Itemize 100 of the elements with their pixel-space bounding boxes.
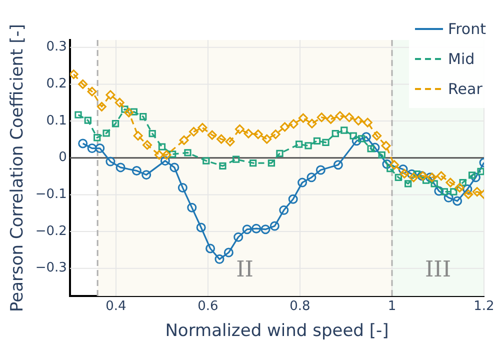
point (196, 222, 206, 232)
point (298, 113, 308, 123)
legend-label: Rear (448, 80, 482, 98)
point (188, 126, 198, 136)
x-tick-label: 0.4 (106, 299, 126, 314)
point (352, 136, 362, 146)
point (170, 162, 180, 172)
point (268, 159, 276, 167)
point (114, 98, 124, 108)
point (260, 224, 270, 234)
point (252, 224, 262, 234)
point (477, 168, 484, 176)
point (160, 156, 170, 166)
point (178, 182, 188, 192)
point (216, 134, 226, 144)
point (367, 145, 374, 152)
point (436, 171, 446, 181)
point (207, 130, 217, 140)
point (422, 176, 430, 184)
point (270, 221, 280, 231)
point (362, 118, 372, 128)
point (350, 132, 357, 140)
point (142, 170, 152, 180)
point (87, 86, 97, 96)
point (224, 248, 234, 258)
point (452, 196, 462, 206)
point (444, 192, 454, 202)
x-tick-label: 1 (388, 299, 396, 314)
point (112, 120, 120, 128)
point (187, 202, 197, 212)
point (234, 124, 244, 134)
point (244, 128, 254, 138)
point (400, 168, 410, 178)
y-tick-label: −0.3 (35, 260, 67, 276)
point (306, 172, 316, 182)
y-tick-label: −0.2 (35, 224, 67, 239)
point (78, 138, 88, 148)
point (158, 143, 166, 150)
point (95, 144, 105, 154)
point (394, 174, 402, 181)
point (316, 112, 326, 122)
point (87, 144, 97, 154)
point (162, 150, 172, 160)
point (307, 118, 317, 128)
point (140, 113, 147, 120)
y-tick-label: 0.2 (46, 76, 67, 92)
point (253, 130, 263, 140)
point (102, 130, 110, 137)
band-label: II (236, 258, 254, 283)
point (404, 180, 412, 188)
point (322, 138, 330, 146)
point (142, 140, 152, 150)
point (472, 187, 482, 197)
point (313, 137, 321, 145)
point (304, 142, 312, 150)
point (335, 111, 345, 121)
point (154, 150, 164, 160)
point (94, 134, 101, 142)
x-tick-label: 0.6 (198, 299, 218, 314)
point (132, 166, 142, 176)
point (206, 244, 216, 254)
point (386, 164, 394, 172)
point (298, 178, 308, 188)
point (168, 150, 176, 158)
point (381, 140, 391, 150)
point (133, 131, 143, 141)
point (106, 156, 116, 166)
point (398, 164, 408, 174)
point (214, 254, 224, 264)
point (70, 70, 78, 80)
point (332, 130, 339, 138)
point (219, 162, 226, 170)
point (262, 134, 272, 144)
point (279, 205, 289, 215)
point (372, 131, 382, 141)
point (390, 160, 400, 170)
point (462, 184, 472, 194)
point (184, 149, 192, 156)
point (280, 122, 290, 132)
point (470, 172, 480, 182)
band-label: III (424, 258, 452, 283)
point (382, 159, 392, 169)
point (440, 188, 448, 196)
point (288, 119, 298, 129)
point (430, 180, 438, 188)
y-tick-label: 0.3 (46, 40, 67, 55)
point (74, 111, 82, 118)
x-axis-title: Normalized wind speed [-] (165, 321, 389, 342)
point (344, 112, 354, 122)
x-tick-label: 1.2 (474, 299, 494, 314)
point (459, 178, 466, 186)
point (434, 186, 444, 196)
point (295, 140, 303, 148)
point (121, 106, 128, 113)
point (232, 156, 240, 163)
point (316, 165, 326, 175)
point (276, 150, 284, 158)
x-tick-label: 0.8 (290, 299, 310, 314)
point (202, 157, 210, 164)
point (84, 116, 92, 124)
